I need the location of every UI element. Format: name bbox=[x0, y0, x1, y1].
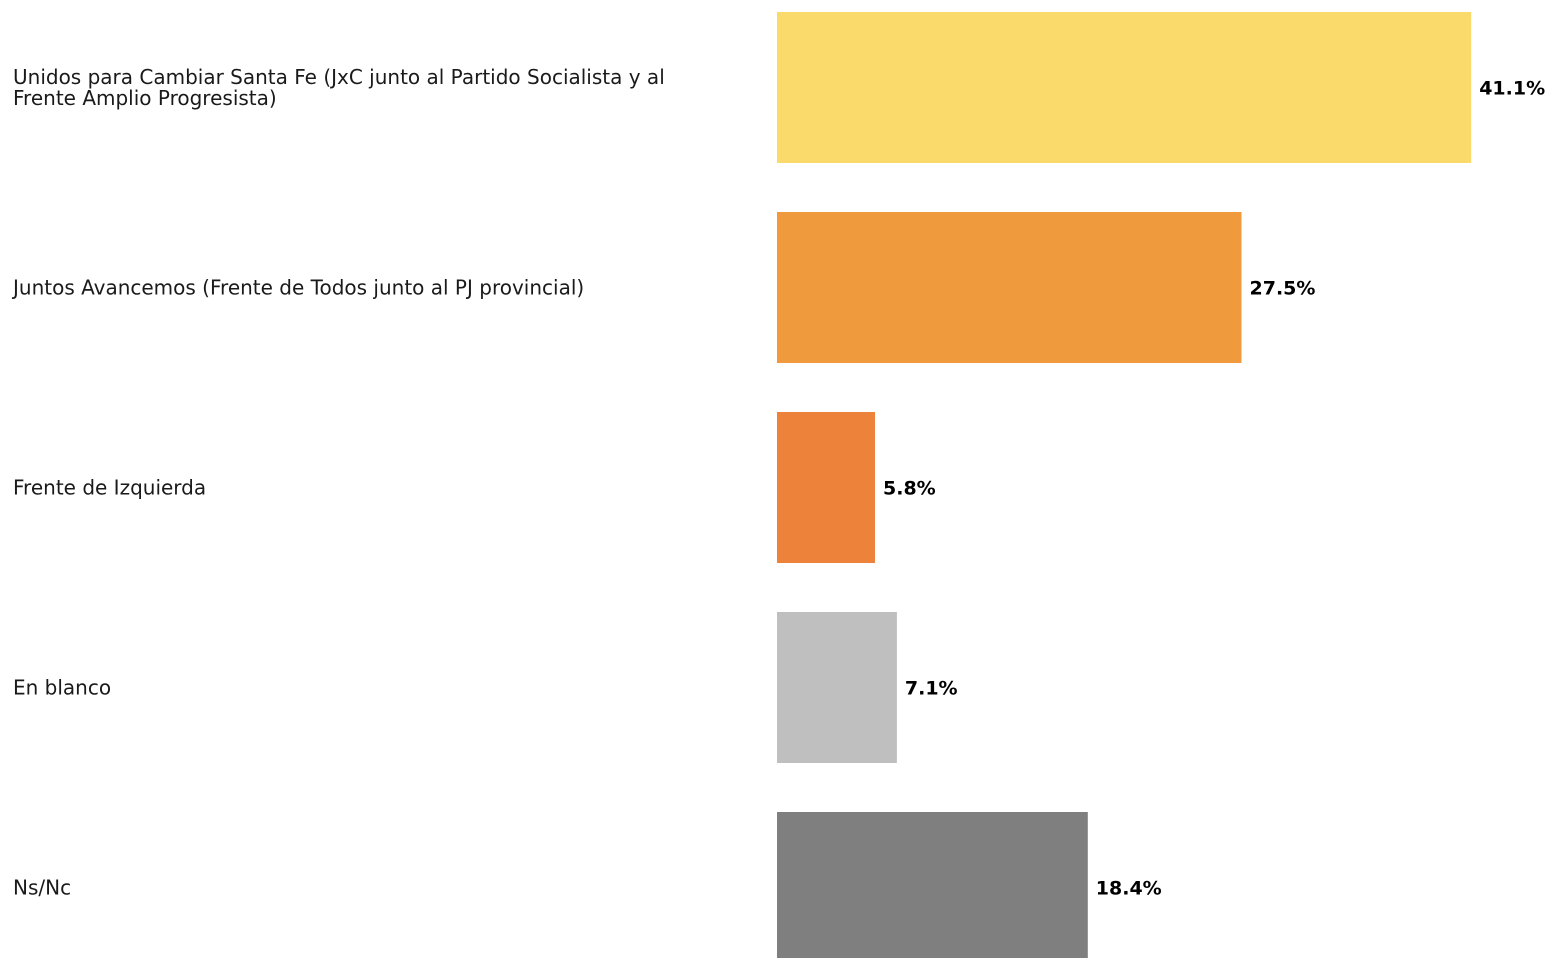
category-label-3: En blanco bbox=[13, 676, 111, 700]
category-label-line: Ns/Nc bbox=[13, 876, 71, 900]
category-label-2: Frente de Izquierda bbox=[13, 476, 206, 500]
category-label-line: Juntos Avancemos (Frente de Todos junto … bbox=[11, 276, 584, 300]
category-label-1: Juntos Avancemos (Frente de Todos junto … bbox=[11, 276, 584, 300]
category-label-line: Unidos para Cambiar Santa Fe (JxC junto … bbox=[13, 65, 665, 89]
bar-3 bbox=[777, 612, 897, 763]
value-label-1: 27.5% bbox=[1250, 278, 1316, 300]
bar-4 bbox=[777, 812, 1088, 962]
value-label-4: 18.4% bbox=[1096, 878, 1162, 900]
category-label-line: Frente Amplio Progresista) bbox=[13, 86, 277, 110]
category-label-0: Unidos para Cambiar Santa Fe (JxC junto … bbox=[13, 65, 665, 110]
bar-0 bbox=[777, 12, 1472, 163]
value-label-2: 5.8% bbox=[883, 478, 936, 500]
value-label-3: 7.1% bbox=[905, 678, 958, 700]
category-label-line: Frente de Izquierda bbox=[13, 476, 206, 500]
value-label-0: 41.1% bbox=[1479, 78, 1545, 100]
category-label-4: Ns/Nc bbox=[13, 876, 71, 900]
bar-2 bbox=[777, 412, 875, 563]
bar-1 bbox=[777, 212, 1242, 363]
category-label-line: En blanco bbox=[13, 676, 111, 700]
